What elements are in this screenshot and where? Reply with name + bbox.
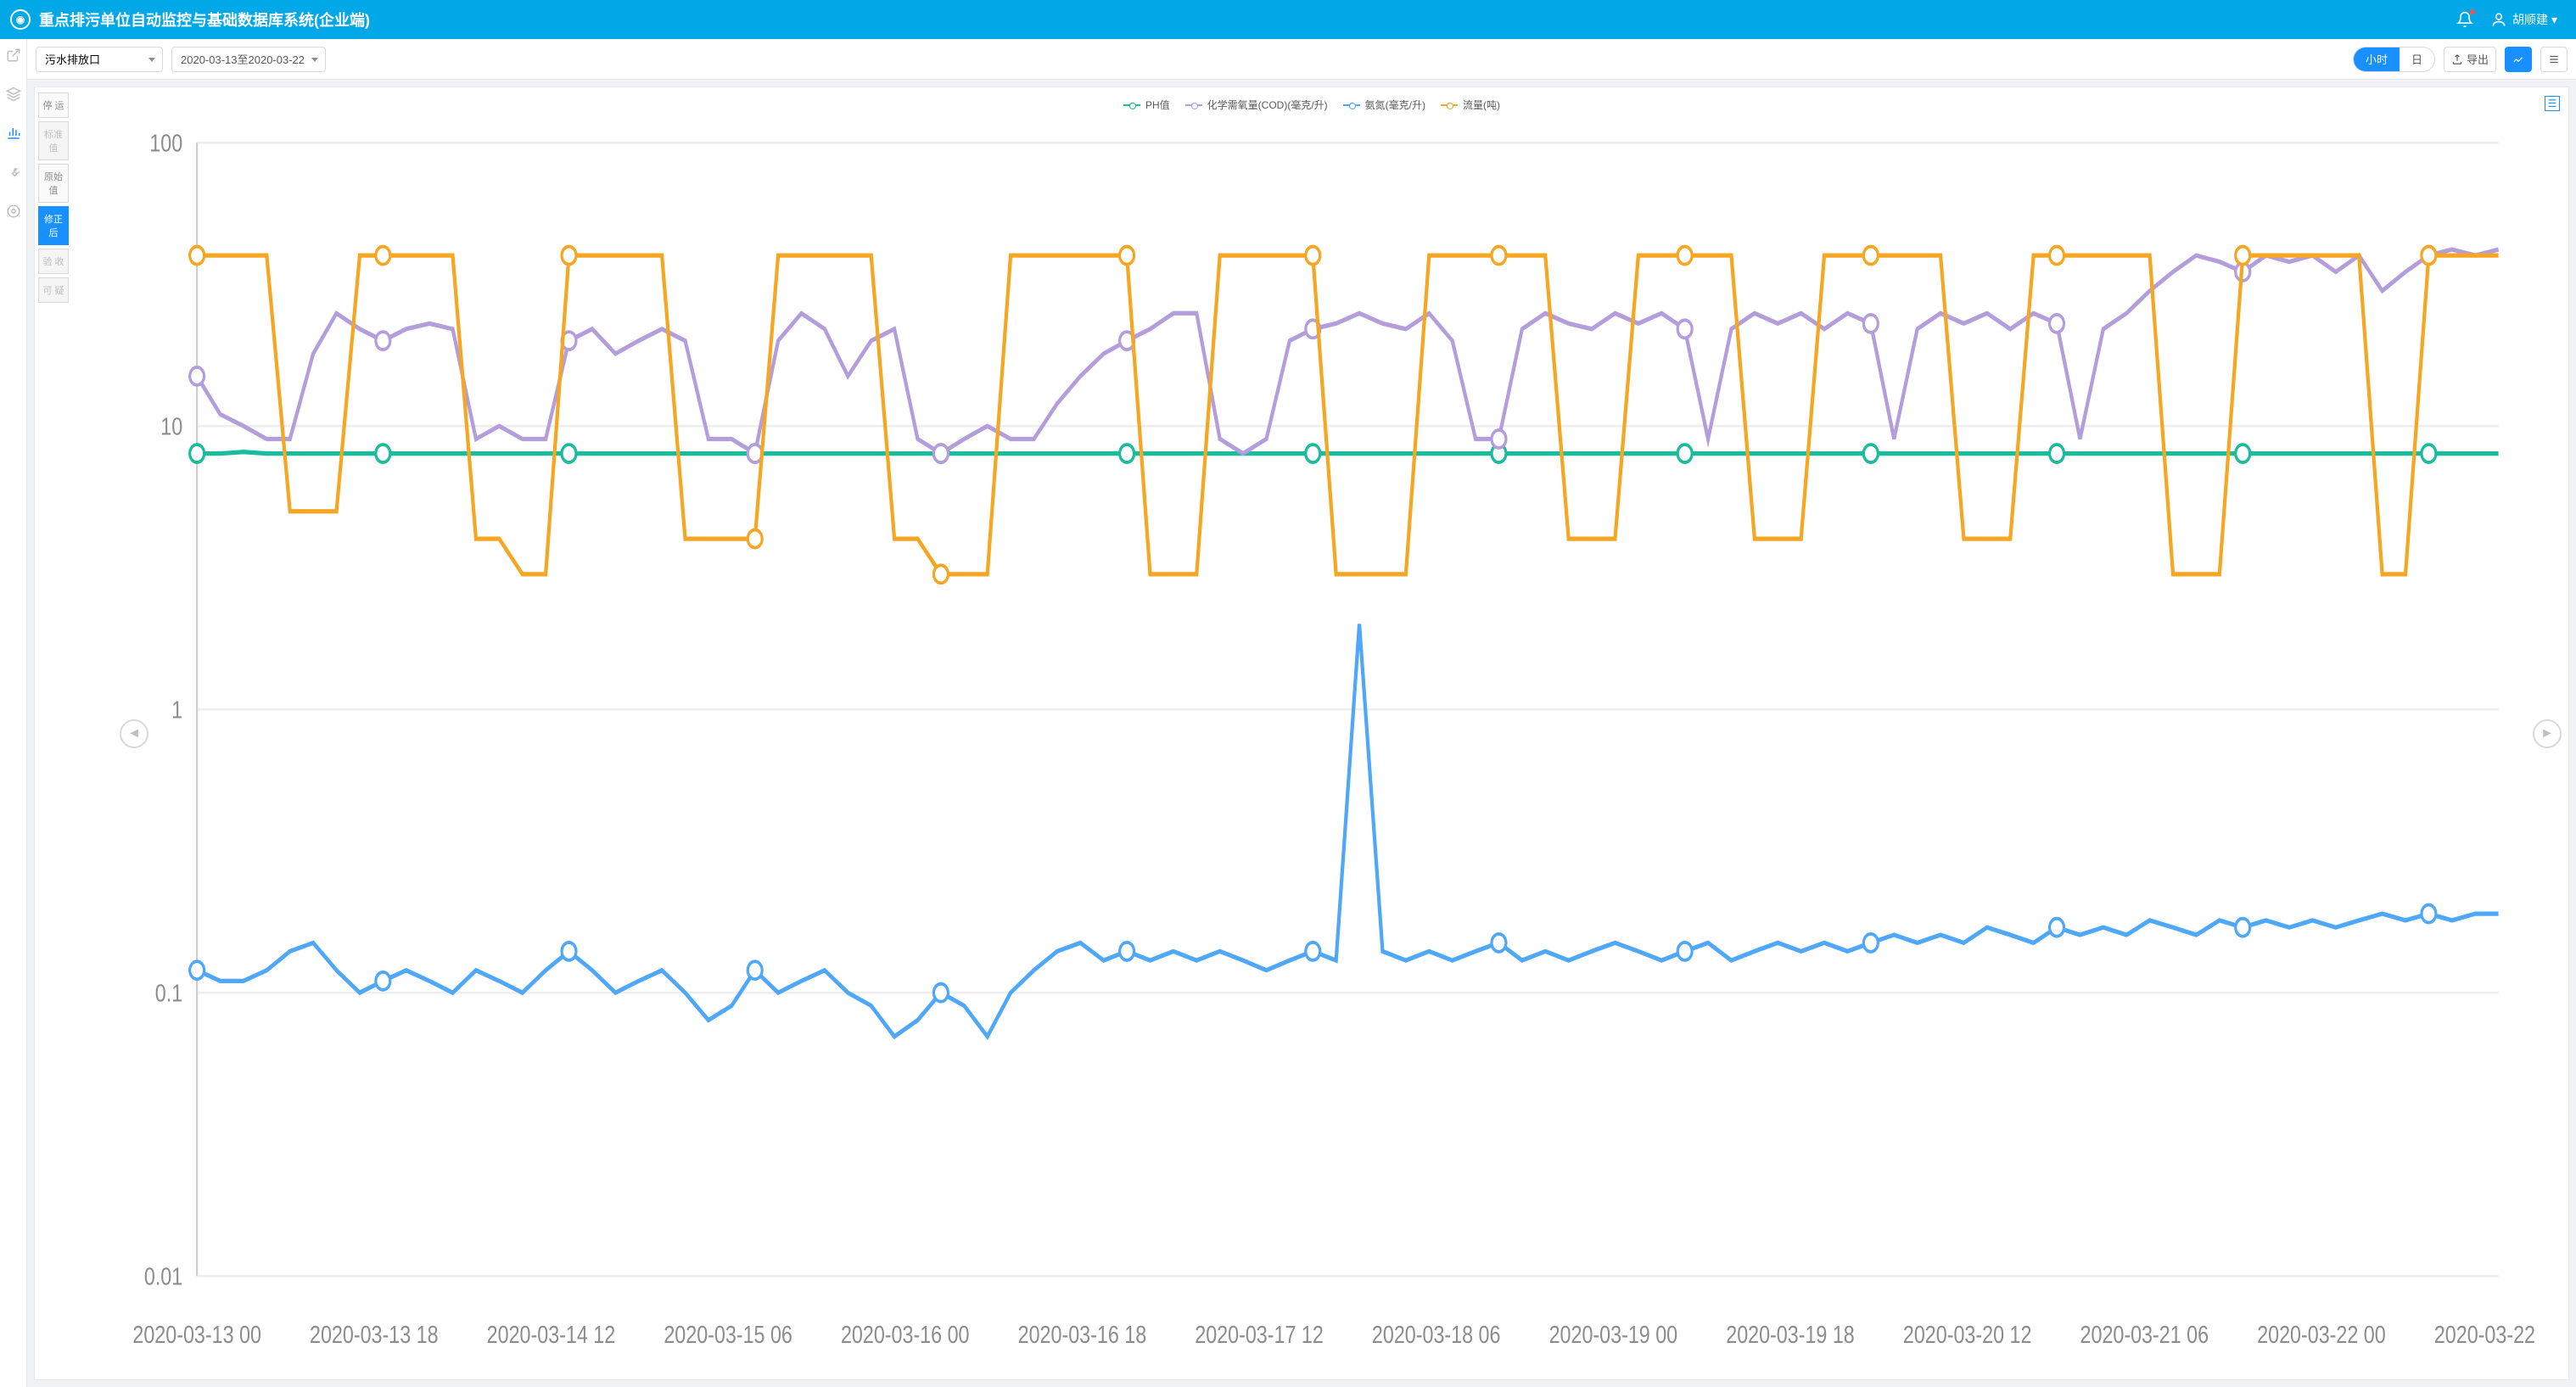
- export-button[interactable]: 导出: [2444, 47, 2496, 72]
- notifications-bell-icon[interactable]: [2456, 11, 2473, 28]
- svg-text:100: 100: [149, 129, 182, 157]
- svg-text:2020-03-13 00: 2020-03-13 00: [132, 1320, 261, 1348]
- side-rail: [0, 39, 27, 1387]
- legend-label: PH值: [1145, 98, 1170, 112]
- time-granularity-segment: 小时 日: [2353, 47, 2435, 72]
- svg-text:0.1: 0.1: [155, 979, 182, 1007]
- legend-item[interactable]: 化学需氧量(COD)(毫克/升): [1185, 98, 1328, 112]
- rail-wrench-icon[interactable]: [6, 165, 21, 180]
- value-tab[interactable]: 修正后: [38, 206, 69, 245]
- svg-text:2020-03-16 18: 2020-03-16 18: [1018, 1320, 1147, 1348]
- seg-hour-button[interactable]: 小时: [2354, 48, 2400, 71]
- export-label: 导出: [2467, 51, 2489, 67]
- svg-text:1: 1: [171, 696, 182, 724]
- date-range-value: 2020-03-13至2020-03-22: [181, 51, 305, 67]
- value-tabs: 停 运标准值原始值修正后验 收可 疑: [35, 87, 72, 1379]
- value-tab[interactable]: 停 运: [38, 92, 69, 118]
- svg-text:0.01: 0.01: [144, 1262, 182, 1290]
- legend-item[interactable]: PH值: [1123, 98, 1170, 112]
- app-logo-icon: ◉: [10, 9, 31, 30]
- date-range-select[interactable]: 2020-03-13至2020-03-22: [171, 47, 326, 72]
- svg-text:2020-03-16 00: 2020-03-16 00: [841, 1320, 970, 1348]
- legend-item[interactable]: 流量(吨): [1441, 98, 1500, 112]
- legend-label: 流量(吨): [1463, 98, 1500, 112]
- value-tab[interactable]: 原始值: [38, 164, 69, 203]
- svg-text:2020-03-13 18: 2020-03-13 18: [310, 1320, 439, 1348]
- outlet-select[interactable]: 污水排放口: [36, 47, 163, 72]
- svg-text:10: 10: [160, 412, 182, 440]
- chart-prev-button[interactable]: ◄: [120, 719, 148, 748]
- seg-day-button[interactable]: 日: [2400, 48, 2434, 71]
- line-chart: 0.01 0.1 1 10 100 2020-03-13 00 2020-03-13 18 2…: [89, 120, 2534, 1365]
- chart-next-button[interactable]: ►: [2533, 719, 2562, 748]
- username-label: 胡顺建: [2512, 11, 2548, 28]
- chart-view-button[interactable]: [2505, 47, 2532, 72]
- legend-label: 化学需氧量(COD)(毫克/升): [1207, 98, 1328, 112]
- outlet-select-value: 污水排放口: [45, 51, 100, 67]
- svg-text:2020-03-18 06: 2020-03-18 06: [1372, 1320, 1501, 1348]
- legend-label: 氨氮(毫克/升): [1365, 98, 1425, 112]
- chart-expand-icon[interactable]: ☰: [2545, 96, 2560, 111]
- svg-text:2020-03-22 18: 2020-03-22 18: [2434, 1320, 2534, 1348]
- svg-text:2020-03-17 12: 2020-03-17 12: [1195, 1320, 1324, 1348]
- rail-external-link-icon[interactable]: [6, 48, 21, 63]
- app-header: ◉ 重点排污单位自动监控与基础数据库系统(企业端) 胡顺建 ▾: [0, 0, 2576, 39]
- app-title: 重点排污单位自动监控与基础数据库系统(企业端): [39, 8, 370, 31]
- value-tab: 验 收: [38, 249, 69, 274]
- svg-text:2020-03-22 00: 2020-03-22 00: [2257, 1320, 2386, 1348]
- value-tab: 标准值: [38, 121, 69, 160]
- svg-text:2020-03-20 12: 2020-03-20 12: [1903, 1320, 2032, 1348]
- svg-text:2020-03-19 00: 2020-03-19 00: [1549, 1320, 1678, 1348]
- svg-text:2020-03-21 06: 2020-03-21 06: [2080, 1320, 2209, 1348]
- rail-chart-icon[interactable]: [6, 126, 21, 141]
- svg-text:2020-03-15 06: 2020-03-15 06: [664, 1320, 792, 1348]
- chart-box: ☰ PH值化学需氧量(COD)(毫克/升)氨氮(毫克/升)流量(吨) 0.010…: [72, 87, 2568, 1379]
- value-tab: 可 疑: [38, 277, 69, 303]
- chart-panel: 停 运标准值原始值修正后验 收可 疑 ☰ PH值 化学需氧量(COD)(毫克/升)…: [34, 87, 2569, 1380]
- svg-text:2020-03-19 18: 2020-03-19 18: [1726, 1320, 1855, 1348]
- user-menu[interactable]: 胡顺建 ▾: [2490, 11, 2557, 28]
- list-view-button[interactable]: [2540, 47, 2568, 72]
- svg-text:2020-03-14 12: 2020-03-14 12: [487, 1320, 616, 1348]
- rail-layers-icon[interactable]: [6, 87, 21, 102]
- legend-item[interactable]: 氨氮(毫克/升): [1343, 98, 1425, 112]
- toolbar: 污水排放口 2020-03-13至2020-03-22 小时 日 导出: [27, 39, 2576, 80]
- rail-settings-icon[interactable]: [6, 204, 21, 219]
- chart-legend: PH值 化学需氧量(COD)(毫克/升) 氨氮(毫克/升) 流量(吨): [89, 94, 2534, 120]
